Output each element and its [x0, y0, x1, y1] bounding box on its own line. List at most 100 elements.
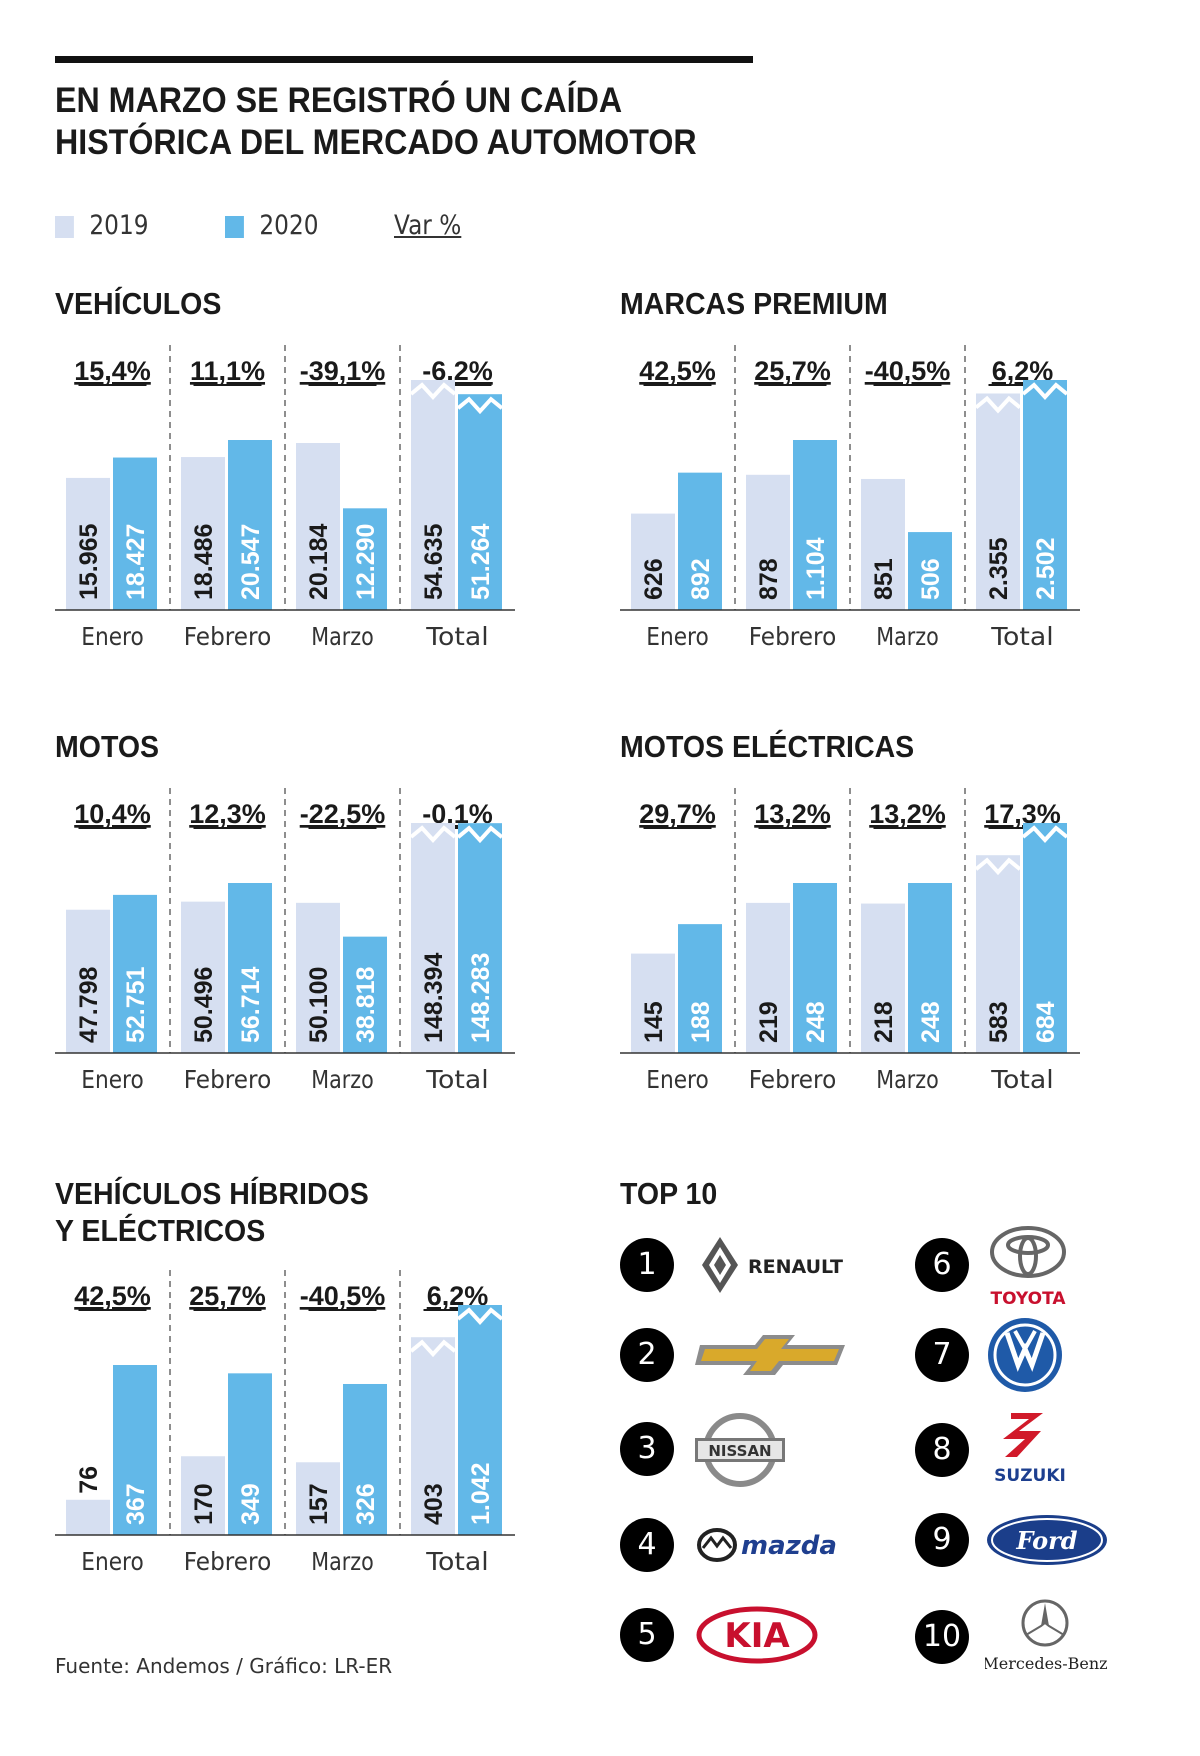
bar-value-label: 145 [640, 1001, 668, 1043]
bar-2019 [631, 513, 675, 610]
chevrolet-logo-text: Chevrolet [700, 1384, 705, 1387]
axis-break-mark [456, 825, 504, 844]
legend-swatch-2019 [55, 216, 74, 238]
bar-2019 [861, 478, 905, 610]
bar-value-label: 51.264 [467, 523, 495, 600]
bar-2019 [181, 901, 225, 1053]
bar-value-label: 248 [802, 1001, 830, 1043]
legend-2020: 2020 [225, 210, 345, 241]
bar-value-label: 18.427 [122, 524, 150, 600]
axis-break-mark [456, 396, 504, 415]
panel-title-hibridos: VEHÍCULOS HÍBRIDOS Y ELÉCTRICOS [55, 1175, 369, 1249]
chart-motos: 10,4% 47.798 52.751 Enero 12,3% 50.496 56.714 F… [55, 788, 515, 1094]
bar-2019 [66, 909, 110, 1053]
chart-hibridos-electricos: 42,5% 76 367 Enero 25,7% 170 349 Febrero -40,5% 1… [55, 1270, 515, 1576]
bar-value-label: 367 [122, 1483, 150, 1525]
rank-badge: 1 [620, 1238, 674, 1292]
bar-value-label: 2.355 [985, 537, 1013, 600]
bar-value-label: 20.547 [237, 524, 265, 600]
var-percent-label: 13,2% [869, 799, 946, 829]
suzuki-logo-icon: SUZUKI [994, 1413, 1066, 1486]
category-label: Total [425, 622, 489, 651]
bar-value-label: 1.104 [802, 537, 830, 600]
bar-value-label: 851 [870, 558, 898, 600]
legend-2019: 2019 [55, 210, 175, 241]
bar-2020 [458, 823, 502, 1053]
chart-motos-electricas: 29,7% 145 188 Enero 13,2% 219 248 Febrero 13,2% 2… [620, 788, 1080, 1094]
var-percent-label: 25,7% [754, 356, 831, 386]
top10-item-5: 5 KIA [620, 1600, 880, 1670]
bar-value-label: 326 [352, 1483, 380, 1525]
rank-badge: 10 [915, 1610, 969, 1664]
bar-2020 [1023, 380, 1067, 610]
var-percent-label: 25,7% [189, 1281, 266, 1311]
title-line-1: EN MARZO SE REGISTRÓ UN CAÍDA [55, 81, 623, 120]
category-label: Total [425, 1065, 489, 1094]
panel-title-hibridos-line-1: VEHÍCULOS HÍBRIDOS [55, 1176, 369, 1211]
bar-value-label: 248 [917, 1001, 945, 1043]
panel-title-vehiculos: VEHÍCULOS [55, 286, 222, 321]
axis-break-mark [1021, 825, 1069, 843]
var-percent-label: 42,5% [74, 1281, 151, 1311]
category-label: Total [990, 622, 1054, 651]
nissan-logo-text: NISSAN [708, 1442, 771, 1460]
top10-title: TOP 10 [620, 1176, 718, 1211]
suzuki-logo-text: SUZUKI [994, 1466, 1066, 1486]
bar-value-label: 20.184 [305, 523, 333, 600]
bar-2020 [678, 924, 722, 1053]
top10-item-10: 10 Mercedes-Benz [915, 1590, 1135, 1680]
category-label: Febrero [184, 622, 272, 651]
top10-item-4: 4 mazda [620, 1510, 880, 1580]
rank-badge: 5 [620, 1608, 674, 1662]
bar-2020 [458, 1305, 502, 1535]
category-label: Enero [646, 622, 709, 651]
bar-2020 [113, 457, 157, 610]
var-percent-label: 15,4% [74, 356, 151, 386]
bar-2020 [113, 1365, 157, 1535]
bar-value-label: 157 [305, 1483, 333, 1525]
bar-value-label: 2.502 [1032, 537, 1060, 600]
category-label: Enero [81, 1065, 144, 1094]
bar-2019 [181, 457, 225, 610]
bar-value-label: 583 [985, 1001, 1013, 1043]
chart-marcas-premium: 42,5% 626 892 Enero 25,7% 878 1.104 Febrero -40,… [620, 345, 1080, 651]
top10-item-7: 7 Volkswagen [915, 1315, 1135, 1395]
bar-value-label: 18.486 [190, 524, 218, 600]
mazda-logo-text: mazda [741, 1531, 837, 1561]
legend-label-2020: 2020 [259, 210, 319, 241]
chart-vehiculos: 15,4% 15.965 18.427 Enero 11,1% 18.486 20.547 F… [55, 345, 515, 651]
bar-2019 [296, 443, 340, 610]
axis-break-mark [409, 825, 457, 843]
toyota-logo-text: TOYOTA [990, 1289, 1066, 1309]
top10-item-1: 1 RENAULT [620, 1230, 880, 1300]
bar-value-label: 76 [75, 1466, 103, 1494]
bar-value-label: 148.394 [420, 953, 448, 1043]
bar-2019 [66, 477, 110, 610]
bar-2019 [296, 902, 340, 1053]
bar-2019 [976, 393, 1020, 610]
volkswagen-logo-text: Volkswagen [1022, 1393, 1028, 1395]
bar-2020 [908, 532, 952, 610]
toyota-logo-icon: TOYOTA [990, 1226, 1066, 1309]
var-percent-label: -40,5% [865, 356, 951, 386]
rank-badge: 3 [620, 1422, 674, 1476]
rank-badge: 9 [915, 1513, 969, 1567]
bar-2020 [793, 440, 837, 610]
var-percent-label: 29,7% [639, 799, 716, 829]
bar-2019 [411, 823, 455, 1053]
category-label: Febrero [749, 622, 837, 651]
bar-value-label: 47.798 [75, 966, 103, 1043]
axis-break-mark [409, 1339, 457, 1358]
legend-label-2019: 2019 [89, 210, 149, 241]
bar-value-label: 1.042 [467, 1462, 495, 1525]
bar-2020 [343, 936, 387, 1053]
bar-value-label: 684 [1032, 1001, 1060, 1043]
axis-break-mark [409, 382, 457, 400]
category-label: Enero [81, 622, 144, 651]
bar-2019 [411, 380, 455, 610]
bar-value-label: 218 [870, 1001, 898, 1043]
bar-value-label: 50.100 [305, 967, 333, 1043]
bar-value-label: 12.290 [352, 524, 380, 600]
bar-2020 [908, 883, 952, 1053]
bar-2019 [976, 855, 1020, 1053]
